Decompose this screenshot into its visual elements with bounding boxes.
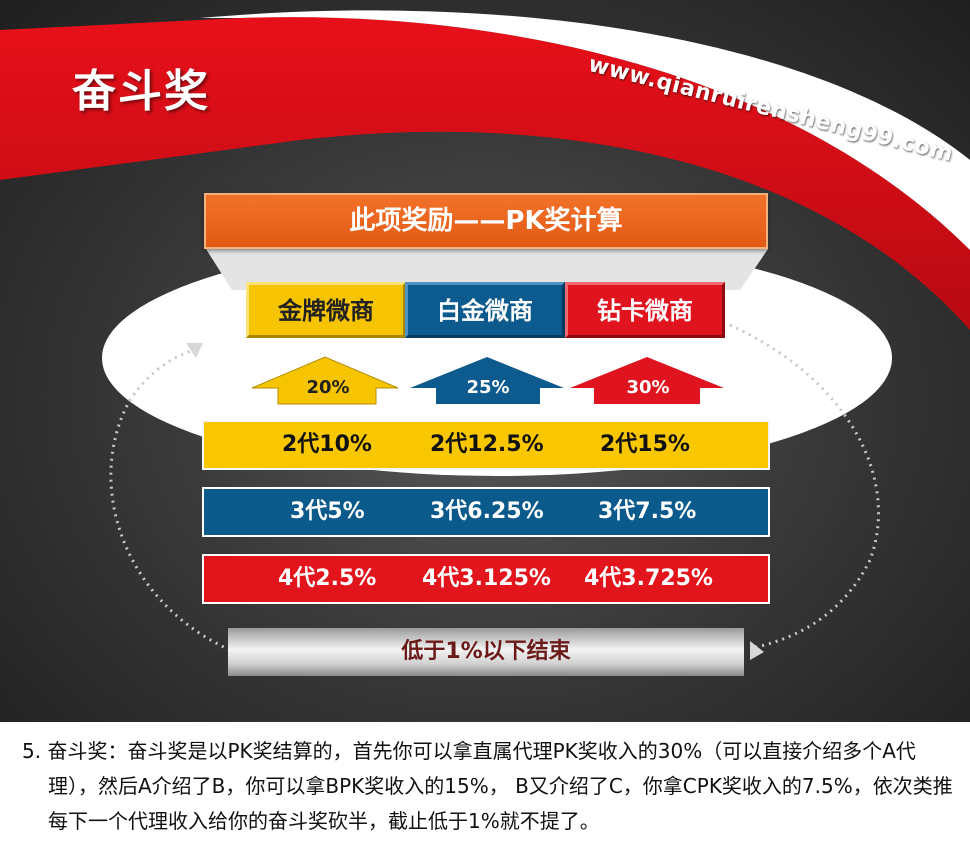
rate-cell: 3代6.25% [430,499,544,524]
white-swoosh [200,10,970,251]
cycle-arrowhead-bottom [750,641,764,660]
rate-cell: 3代5% [290,499,365,524]
tier-diamond: 钻卡微商 [565,282,725,338]
end-condition-bar: 低于1%以下结束 [228,628,744,676]
rate-cell: 2代12.5% [430,432,544,457]
rate-cell: 4代3.725% [584,566,713,591]
generation-3-row: 3代5% 3代6.25% 3代7.5% [202,487,770,537]
generation-4-row: 4代2.5% 4代3.125% 4代3.725% [202,554,770,604]
red-swoosh [0,17,970,331]
caption-paragraph: 5. 奋斗奖：奋斗奖是以PK奖结算的，首先你可以拿直属代理PK奖收入的30%（可… [22,739,953,833]
slide-title: 奋斗奖 [72,66,210,117]
blue-arrow [410,357,564,404]
gold-rate: 20% [306,377,350,398]
rate-cell: 2代15% [600,432,690,457]
gold-arrow [251,356,399,405]
generation-2-row: 2代10% 2代12.5% 2代15% [202,420,770,470]
slide-image: 奋斗奖 www.qianruirensheng99.com 此项奖励——PK奖计… [0,0,970,722]
caption-text: 5. 奋斗奖：奋斗奖是以PK奖结算的，首先你可以拿直属代理PK奖收入的30%（可… [22,734,962,839]
rate-cell: 4代3.125% [422,566,551,591]
diamond-rate: 30% [626,377,670,398]
rate-cell: 2代10% [282,432,372,457]
rate-cell: 4代2.5% [278,566,377,591]
red-arrow [570,357,724,404]
tier-gold: 金牌微商 [246,282,406,338]
rate-cell: 3代7.5% [598,499,697,524]
platinum-rate: 25% [466,377,510,398]
tier-platinum: 白金微商 [405,282,565,338]
cycle-arrowhead-top [186,343,203,358]
pk-banner: 此项奖励——PK奖计算 [204,193,768,249]
